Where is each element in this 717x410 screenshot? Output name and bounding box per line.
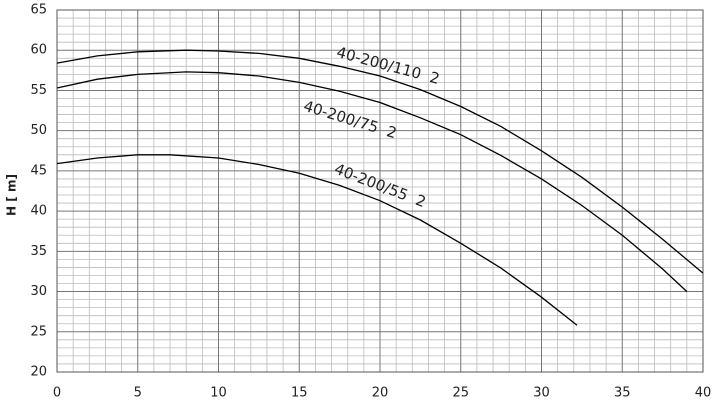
x-tick-label: 20 — [372, 386, 389, 401]
line — [56, 71, 688, 293]
y-tick-label: 50 — [30, 123, 47, 138]
y-tick-label: 30 — [30, 284, 47, 299]
y-axis-label: H [ m] — [5, 174, 19, 216]
y-tick-label: 20 — [30, 365, 47, 380]
y-tick-label: 55 — [30, 83, 47, 98]
x-tick-label: 25 — [452, 386, 469, 401]
x-tick-label: 5 — [134, 386, 142, 401]
y-tick-label: 60 — [30, 43, 47, 58]
x-tick-label: 30 — [533, 386, 550, 401]
x-tick-label: 15 — [291, 386, 308, 401]
plot-border — [56, 9, 704, 373]
x-tick-label: 40 — [695, 386, 712, 401]
line — [56, 49, 704, 274]
y-tick-label: 25 — [30, 324, 47, 339]
x-tick-label: 0 — [53, 386, 61, 401]
line — [56, 154, 578, 326]
x-tick-label: 35 — [614, 386, 631, 401]
y-tick-label: 45 — [30, 163, 47, 178]
y-tick-label: 35 — [30, 244, 47, 259]
y-tick-label: 65 — [30, 3, 47, 18]
y-tick-label: 40 — [30, 204, 47, 219]
x-tick-label: 10 — [210, 386, 227, 401]
